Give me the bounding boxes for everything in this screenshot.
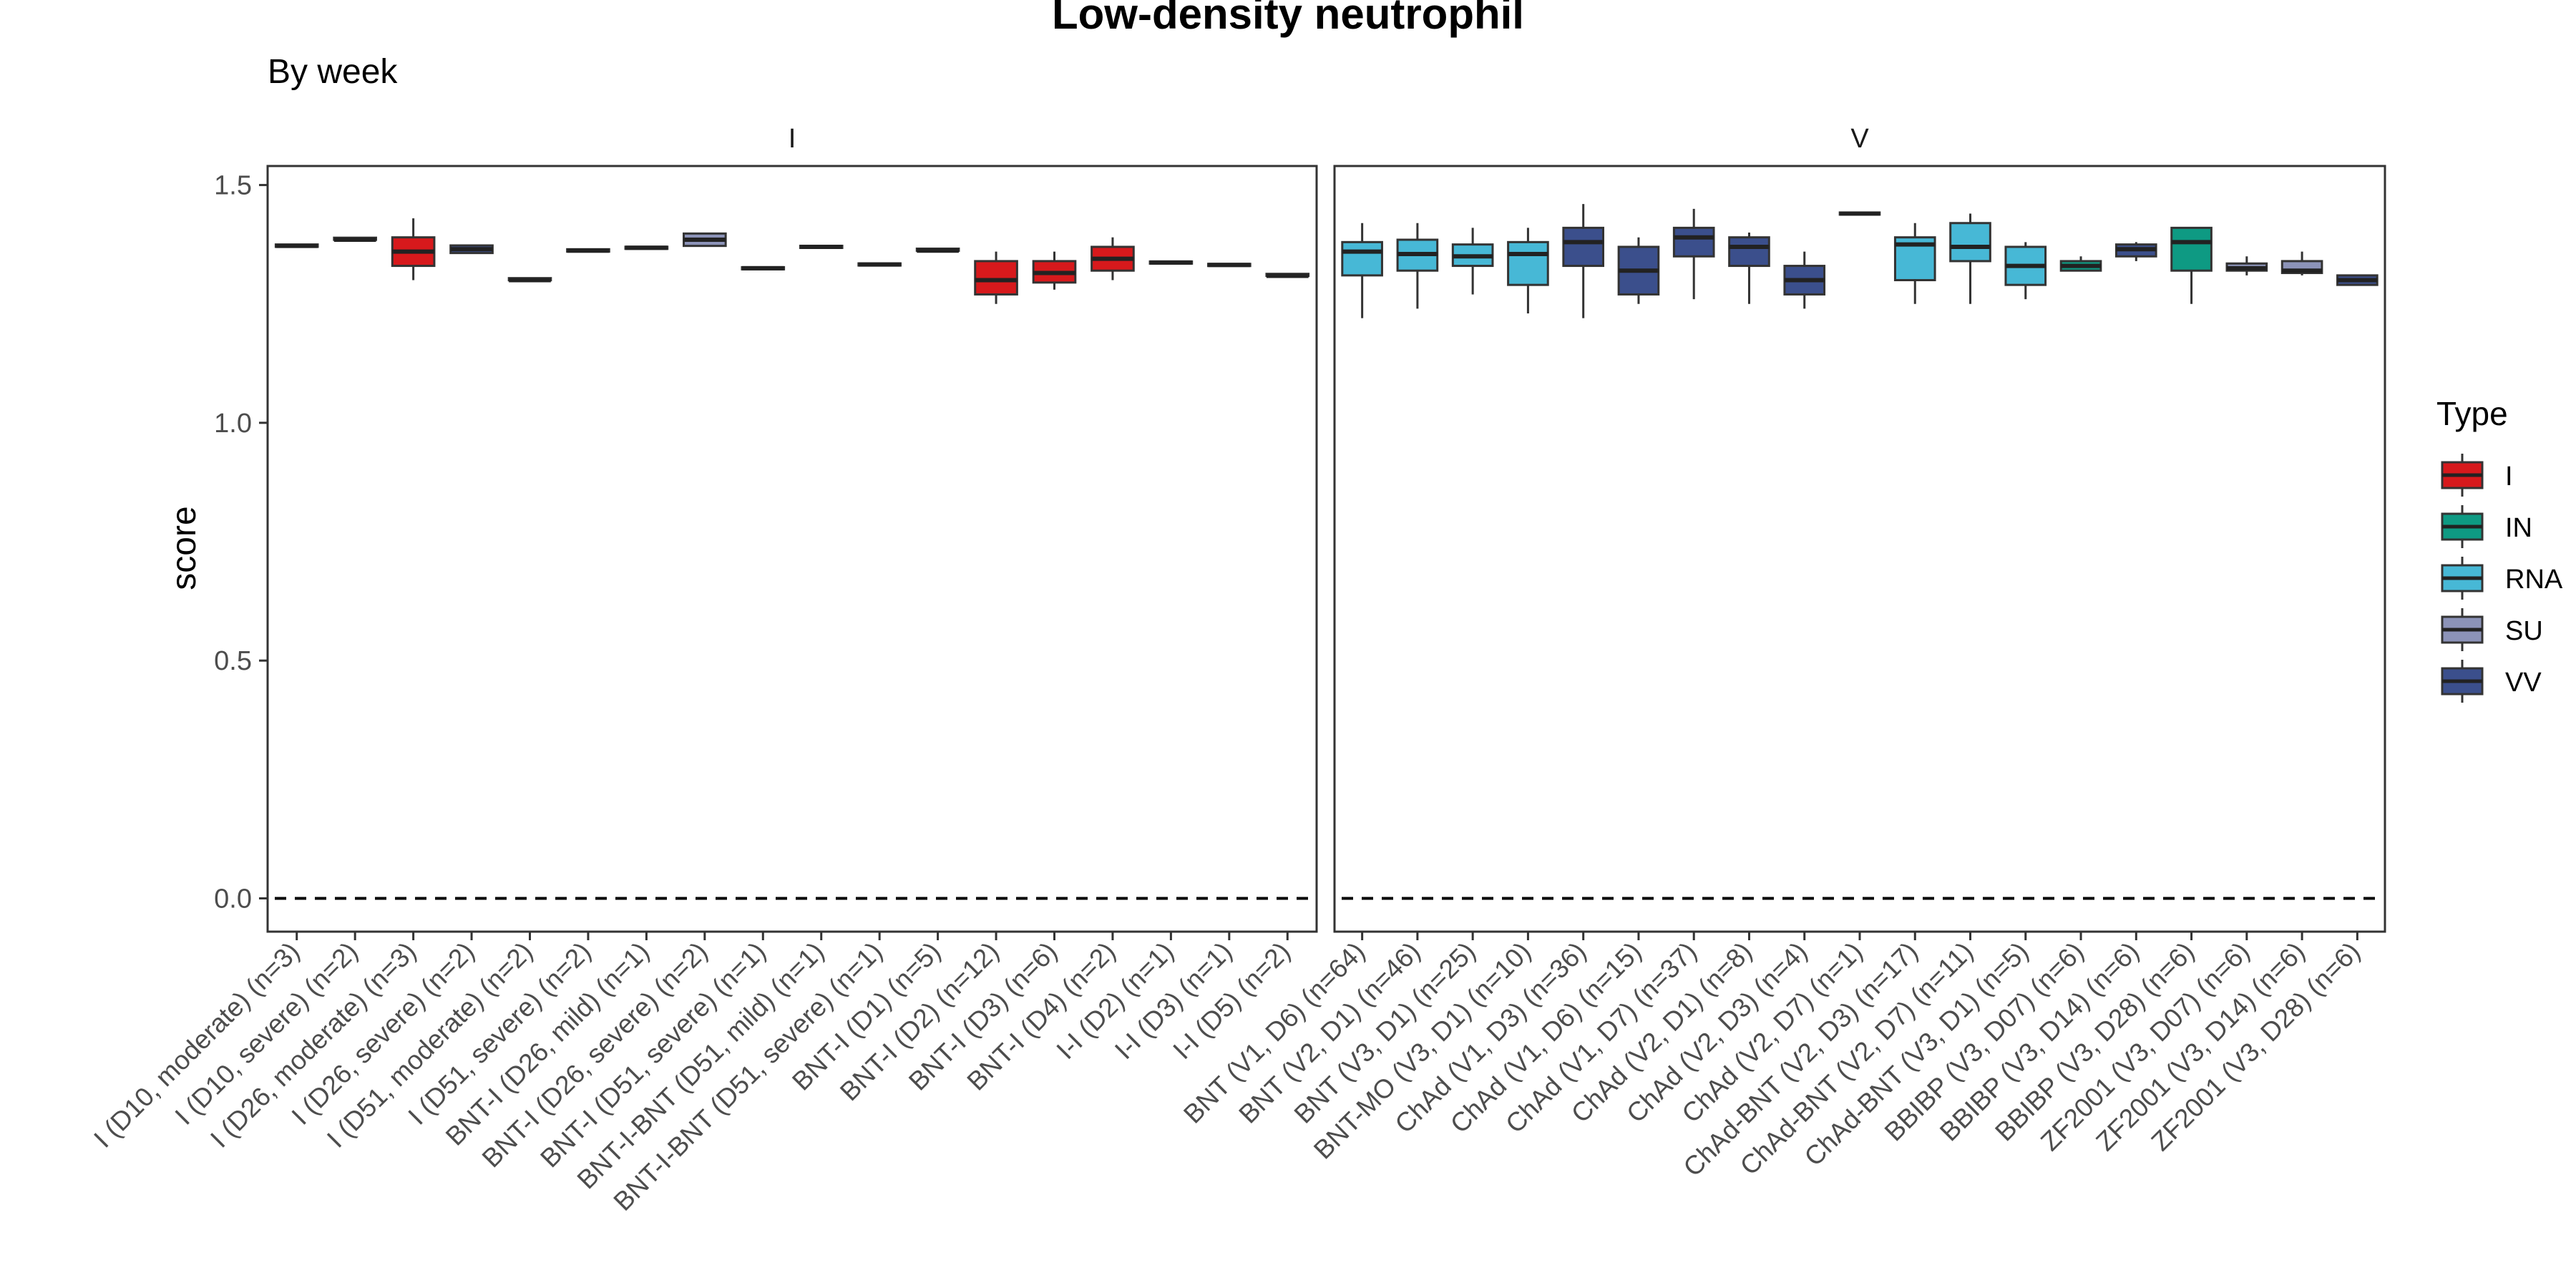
legend-item-VV: VV [2441,660,2542,703]
legend-label: I [2505,462,2513,492]
legend-title: Type [2436,395,2508,432]
legend-item-SU: SU [2441,608,2543,651]
plot-layer: II (D10, moderate) (n=3)I (D10, severe) … [88,124,2386,1216]
legend-label: RNA [2505,565,2563,595]
y-tick-label: 1.0 [214,409,252,439]
y-axis: 0.0 0.5 1.0 1.5 [214,171,268,914]
box-body [1341,240,1383,277]
legend-item-RNA: RNA [2441,557,2563,600]
legend-label: VV [2505,668,2542,698]
facet-strip-label: V [1850,124,1869,154]
panel-border [1333,165,2386,933]
legend: Type I IN RNA SU VV [2436,395,2563,703]
box-body [1949,222,1991,263]
box-body [1672,226,1715,258]
y-tick-label: 0.5 [214,646,252,676]
legend-label: SU [2505,616,2543,646]
box-body [1562,226,1604,268]
legend-label: IN [2505,513,2532,543]
chart-title: Low-density neutrophil [1052,0,1524,38]
panel-border [266,165,1318,933]
box-body [974,260,1018,296]
panel-background [1335,166,2385,932]
legend-item-IN: IN [2441,505,2532,548]
facet-panel-I: II (D10, moderate) (n=3)I (D10, severe) … [88,124,1318,1216]
y-tick-label: 1.5 [214,171,252,201]
y-tick-label: 0.0 [214,884,252,914]
facet-strip-label: I [789,124,796,154]
box-body [2170,226,2212,272]
box-body [1507,240,1549,286]
box-body [1728,236,1770,268]
panel-background [268,166,1317,932]
chart-subtitle: By week [268,53,398,91]
y-axis-title: score [165,506,203,590]
legend-item-I: I [2441,454,2513,497]
